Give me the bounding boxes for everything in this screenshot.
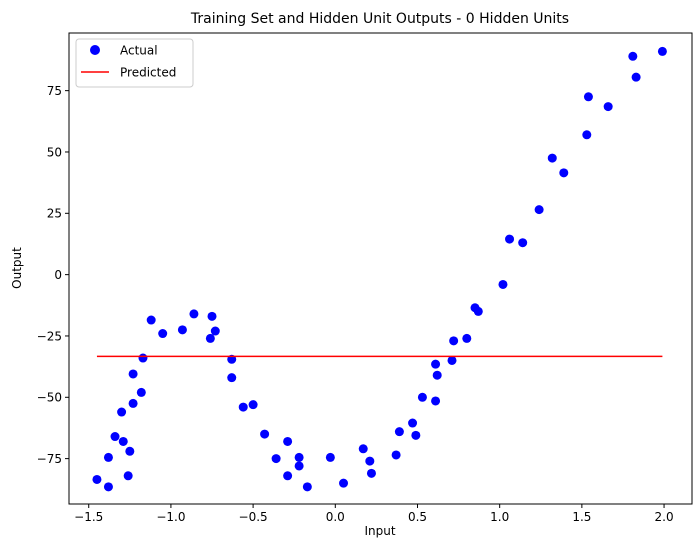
actual-point	[302, 482, 312, 492]
actual-point	[260, 429, 270, 439]
actual-point	[394, 427, 404, 437]
y-axis: −75 −50 −25 0 25 50 75	[37, 84, 69, 466]
actual-point	[462, 333, 472, 343]
y-tick-label: 0	[54, 268, 62, 282]
y-tick-label: 25	[47, 207, 62, 221]
actual-point	[294, 461, 304, 471]
actual-point	[123, 471, 133, 481]
actual-point	[358, 444, 368, 454]
actual-point	[177, 325, 187, 335]
actual-point	[110, 432, 120, 442]
actual-point	[547, 153, 557, 163]
actual-point	[603, 102, 613, 112]
actual-point	[227, 373, 237, 383]
actual-point	[138, 353, 148, 363]
actual-point	[417, 392, 427, 402]
actual-point	[447, 355, 457, 365]
y-axis-label: Output	[10, 247, 24, 289]
chart-title: Training Set and Hidden Unit Outputs - 0…	[190, 11, 569, 27]
actual-point	[583, 92, 593, 102]
x-axis-label: Input	[364, 524, 395, 538]
actual-point	[207, 311, 217, 321]
actual-point	[408, 418, 418, 428]
actual-point	[449, 336, 459, 346]
actual-point	[92, 474, 102, 484]
actual-point	[339, 478, 349, 488]
actual-point	[534, 205, 544, 215]
actual-point	[657, 46, 667, 56]
actual-point	[365, 456, 375, 466]
actual-point	[505, 234, 515, 244]
actual-point	[146, 315, 156, 325]
actual-point	[283, 436, 293, 446]
actual-point	[128, 369, 138, 379]
actual-point	[283, 471, 293, 481]
actual-point	[210, 326, 220, 336]
actual-point	[431, 396, 441, 406]
plot-area	[92, 46, 667, 492]
actual-point	[103, 482, 113, 492]
actual-point	[103, 452, 113, 462]
actual-point	[294, 452, 304, 462]
x-tick-label: 1.5	[572, 510, 591, 524]
legend: Actual Predicted	[75, 38, 194, 88]
actual-point	[125, 446, 135, 456]
actual-point	[631, 72, 641, 82]
actual-point	[518, 238, 528, 248]
actual-point	[128, 398, 138, 408]
actual-point	[391, 450, 401, 460]
x-tick-label: 2.0	[655, 510, 674, 524]
actual-point	[238, 402, 248, 412]
actual-point	[366, 468, 376, 478]
actual-point	[189, 309, 199, 319]
actual-point	[473, 306, 483, 316]
actual-point	[431, 359, 441, 369]
actual-point	[498, 279, 508, 289]
legend-box	[75, 38, 194, 88]
y-tick-label: −25	[37, 329, 62, 343]
x-tick-label: −0.5	[239, 510, 268, 524]
x-axis: −1.5 −1.0 −0.5 0.0 0.5 1.0 1.5 2.0	[74, 504, 674, 524]
actual-point	[559, 168, 569, 178]
actual-point	[158, 329, 168, 339]
actual-point	[117, 407, 127, 417]
actual-point	[248, 400, 258, 410]
y-tick-label: −50	[37, 391, 62, 405]
y-tick-label: −75	[37, 452, 62, 466]
y-tick-label: 50	[47, 145, 62, 159]
x-tick-label: 1.0	[490, 510, 509, 524]
actual-point	[432, 370, 442, 380]
actual-point	[136, 387, 146, 397]
x-tick-label: −1.0	[156, 510, 185, 524]
legend-predicted-label: Predicted	[120, 66, 176, 80]
x-tick-label: −1.5	[74, 510, 103, 524]
actual-point	[118, 436, 128, 446]
actual-point	[325, 452, 335, 462]
actual-point	[411, 430, 421, 440]
actual-point	[205, 333, 215, 343]
legend-actual-label: Actual	[120, 44, 158, 58]
y-tick-label: 75	[47, 84, 62, 98]
plot-frame	[68, 32, 693, 505]
x-tick-label: 0.0	[326, 510, 345, 524]
actual-point	[628, 51, 638, 61]
legend-actual-marker	[90, 45, 100, 55]
actual-point	[271, 454, 281, 464]
x-tick-label: 0.5	[408, 510, 427, 524]
actual-point	[582, 130, 592, 140]
